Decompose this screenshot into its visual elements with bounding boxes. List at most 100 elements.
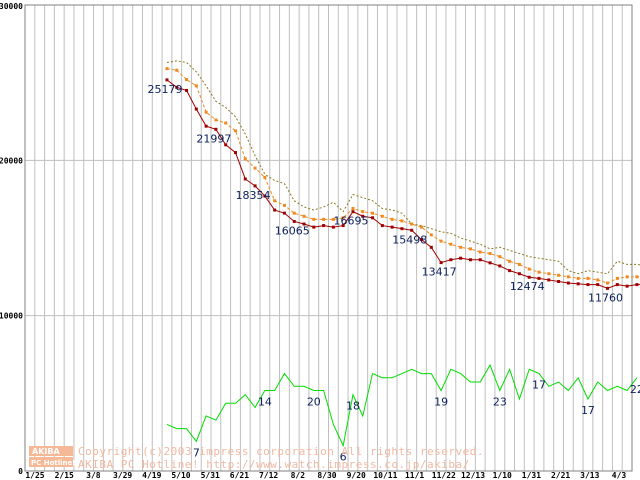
point-orange <box>273 199 277 203</box>
series-line-orange <box>166 68 640 284</box>
akiba-logo-text-top: AKIBA <box>32 447 60 456</box>
x-tick-label: 2/15 <box>55 471 74 480</box>
x-tick-label: 8/2 <box>291 471 306 480</box>
point-orange <box>390 217 394 221</box>
point-orange <box>459 245 463 249</box>
point-orange <box>498 255 502 259</box>
point-dark-red <box>263 194 267 198</box>
point-dark-red <box>371 216 375 220</box>
point-orange <box>527 267 531 271</box>
data-label: 14 <box>258 396 272 409</box>
y-tick-labels: 0 10000 20000 30000 <box>0 2 23 476</box>
point-dark-red <box>380 224 384 228</box>
data-label: 23 <box>493 396 507 409</box>
point-orange <box>439 239 443 243</box>
point-dark-red <box>185 88 189 92</box>
point-orange <box>488 252 492 256</box>
data-label: 12474 <box>510 280 545 293</box>
point-dark-red <box>322 224 326 228</box>
data-label: 19 <box>434 396 448 409</box>
point-orange <box>606 281 610 285</box>
point-dark-red <box>596 283 600 287</box>
x-tick-label: 8/30 <box>317 471 336 480</box>
data-label: 17 <box>581 404 595 417</box>
point-orange <box>625 275 629 279</box>
point-orange <box>380 214 384 218</box>
point-orange <box>243 157 247 161</box>
x-tick-label: 9/20 <box>347 471 366 480</box>
point-orange <box>429 233 433 237</box>
axes <box>24 4 633 472</box>
copyright-text: Copyright(c)2003 impress corporation All… <box>78 445 484 458</box>
site-url-text: AKIBA PC Hotline! http://www.watch.impre… <box>78 458 470 471</box>
point-dark-red <box>468 258 472 262</box>
point-orange <box>233 129 237 133</box>
data-label: 21997 <box>196 132 231 145</box>
point-orange <box>282 203 286 207</box>
point-orange <box>312 217 316 221</box>
data-label: 11760 <box>588 291 623 304</box>
point-dark-red <box>233 151 237 155</box>
point-dark-red <box>165 78 169 82</box>
point-dark-red <box>292 219 296 223</box>
akiba-logo-box-bottom <box>29 457 73 467</box>
point-orange <box>331 217 335 221</box>
y-tick-label: 10000 <box>0 312 23 321</box>
point-dark-red <box>273 208 277 212</box>
data-labels: 25179 21997 18354 16065 16695 15498 13417 12474… <box>147 83 640 464</box>
point-orange <box>253 166 257 170</box>
point-orange <box>557 273 561 277</box>
point-dark-red <box>625 284 629 288</box>
point-orange <box>341 216 345 220</box>
point-dark-red <box>194 107 198 111</box>
point-dark-red <box>204 124 208 128</box>
point-dark-red <box>175 85 179 89</box>
point-orange <box>185 78 189 82</box>
point-dark-red <box>517 272 521 276</box>
data-label: 17 <box>532 379 546 392</box>
series-markers <box>165 67 639 290</box>
point-dark-red <box>449 258 453 262</box>
x-tick-label: 3/29 <box>113 471 132 480</box>
point-orange <box>615 276 619 280</box>
point-dark-red <box>312 225 316 229</box>
point-orange <box>517 262 521 266</box>
point-orange <box>508 259 512 263</box>
point-dark-red <box>439 261 443 265</box>
x-tick-label: 2/21 <box>551 471 570 480</box>
akiba-logo-text-bottom: PC Hotline! <box>31 459 75 467</box>
point-dark-red <box>400 227 404 231</box>
point-dark-red <box>547 278 551 282</box>
data-label: 13417 <box>422 266 457 279</box>
x-tick-labels: 1/25 2/15 3/8 3/29 4/19 5/10 5/31 6/21 7/12 8/2 8/… <box>25 471 626 480</box>
point-dark-red <box>420 238 424 242</box>
x-tick-label: 1/31 <box>522 471 541 480</box>
point-dark-red <box>498 264 502 268</box>
point-orange <box>410 222 414 226</box>
point-orange <box>537 270 541 274</box>
point-orange <box>224 121 228 125</box>
point-orange <box>596 278 600 282</box>
point-orange <box>547 272 551 276</box>
point-dark-red <box>586 283 590 287</box>
point-dark-red <box>537 276 541 280</box>
point-orange <box>322 217 326 221</box>
series-line-green <box>166 363 638 448</box>
point-orange <box>449 242 453 246</box>
point-dark-red <box>351 210 355 214</box>
watermark: AKIBA PC Hotline! Copyright(c)2003 impre… <box>29 445 484 471</box>
point-dark-red <box>331 225 335 229</box>
point-orange <box>165 67 169 71</box>
data-label: 16065 <box>275 224 310 237</box>
point-dark-red <box>429 245 433 249</box>
point-dark-red <box>410 228 414 232</box>
grid-lines <box>24 4 633 472</box>
x-tick-label: 11/22 <box>432 471 456 480</box>
series-line-dark-red <box>166 79 640 289</box>
point-dark-red <box>615 283 619 287</box>
point-orange <box>204 110 208 114</box>
data-label: 20 <box>307 396 321 409</box>
akiba-logo-box-top <box>29 446 73 456</box>
point-orange <box>361 210 365 214</box>
point-dark-red <box>302 222 306 226</box>
